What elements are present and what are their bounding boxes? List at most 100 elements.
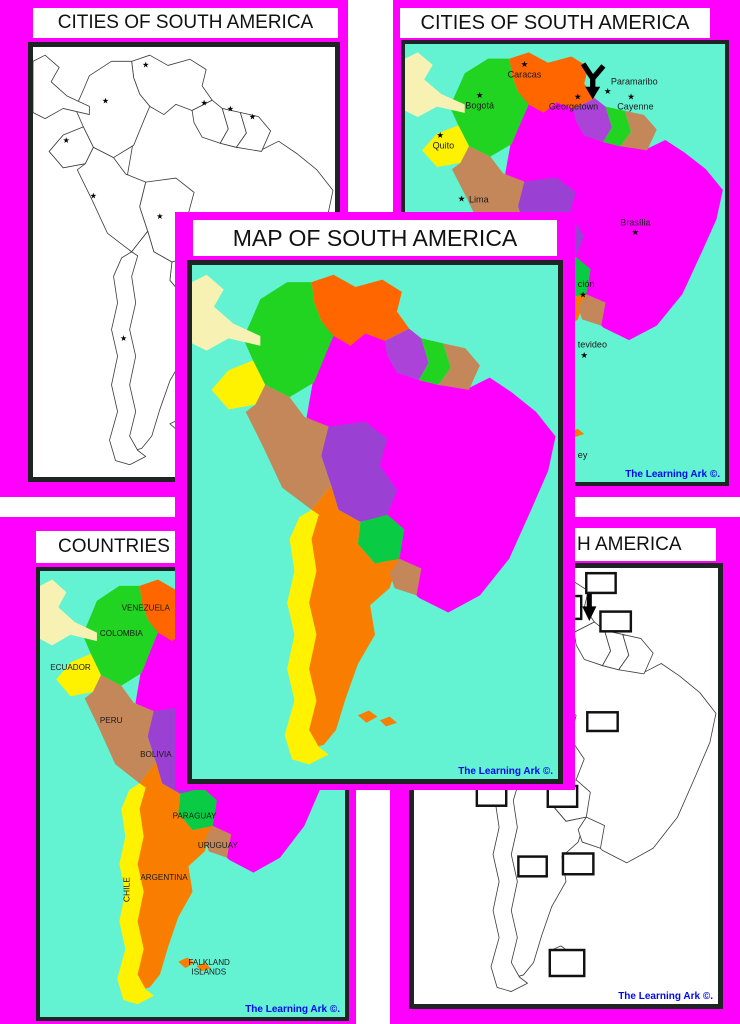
title-text: H AMERICA <box>577 533 682 555</box>
country-brazil <box>505 89 723 341</box>
country-ecuador <box>422 125 469 168</box>
city-label: Paramaribo <box>611 77 658 87</box>
card-title: CITIES OF SOUTH AMERICA <box>400 8 710 38</box>
country-label: BOLIVIA <box>140 749 172 759</box>
city-star-icon: ★ <box>436 130 444 140</box>
title-text: MAP OF SOUTH AMERICA <box>232 224 518 251</box>
country-paraguay <box>178 787 217 831</box>
city-star-icon: ★ <box>632 227 640 237</box>
country-colombia <box>243 282 334 398</box>
city-star-icon: ★ <box>63 135 70 145</box>
country-suriname <box>603 106 632 147</box>
title-text: COUNTRIES OF <box>58 536 202 557</box>
card-map-main: MAP OF SOUTH AMERICA The Learning Ark ©. <box>175 212 575 790</box>
country-chile <box>117 783 154 1005</box>
city-star-icon: ★ <box>201 97 208 107</box>
country-label: URUGUAY <box>198 840 238 850</box>
city-label: ey <box>578 450 588 460</box>
city-label: Lima <box>469 195 489 205</box>
empty-label-box <box>517 855 548 878</box>
empty-label-box <box>561 852 595 876</box>
city-label: Caracas <box>508 69 542 79</box>
country-colombia <box>82 585 158 686</box>
city-star-icon: ★ <box>142 59 149 69</box>
country-ecuador <box>211 360 266 410</box>
country-label: PARAGUAY <box>173 810 217 820</box>
empty-label-box <box>599 610 633 633</box>
country-falkland <box>357 710 378 723</box>
country-uruguay <box>577 294 606 326</box>
country-label: ECUADOR <box>50 662 91 672</box>
city-star-icon: ★ <box>90 190 97 200</box>
country-suriname <box>418 338 451 385</box>
country-argentina <box>129 762 213 992</box>
country-colombia <box>449 58 529 157</box>
map-main: The Learning Ark ©. <box>187 260 563 784</box>
country-label: ARGENTINA <box>140 872 188 882</box>
country-brazil <box>306 318 556 613</box>
country-chile <box>109 251 147 466</box>
card-title: CITIES OF SOUTH AMERICA <box>33 8 338 38</box>
country-bolivia <box>321 421 397 522</box>
country-venezuela <box>509 52 595 113</box>
credit-text: The Learning Ark ©. <box>618 991 713 1002</box>
city-star-icon: ★ <box>579 290 587 300</box>
city-star-icon: ★ <box>476 90 484 100</box>
title-text: CITIES OF SOUTH AMERICA <box>57 12 314 33</box>
country-label: FALKLAND <box>188 957 230 967</box>
city-star-icon: ★ <box>580 350 588 360</box>
card-title: MAP OF SOUTH AMERICA <box>193 220 557 256</box>
country-uruguay <box>204 825 232 858</box>
city-star-icon: ★ <box>249 112 256 122</box>
city-star-icon: ★ <box>574 91 582 101</box>
country-falkland <box>196 962 211 972</box>
country-label: CHILE <box>122 877 132 902</box>
country-centralamerica <box>33 54 90 120</box>
country-guyana <box>573 98 612 143</box>
country-frguiana <box>438 343 480 390</box>
city-label: Quito <box>433 140 455 150</box>
country-uruguay <box>389 558 422 596</box>
title-text: CITIES OF SOUTH AMERICA <box>420 11 690 34</box>
country-falkland <box>379 716 397 727</box>
city-star-icon: ★ <box>458 194 466 204</box>
country-frguiana <box>235 112 271 152</box>
credit-text: The Learning Ark ©. <box>625 469 720 480</box>
arrow-icon <box>582 606 597 621</box>
city-star-icon: ★ <box>102 95 109 105</box>
country-frguiana <box>618 634 654 675</box>
country-peru <box>245 384 332 510</box>
country-centralamerica <box>40 579 97 646</box>
country-chile <box>490 775 528 992</box>
city-star-icon: ★ <box>627 91 635 101</box>
country-label: PERU <box>100 715 123 725</box>
empty-label-box <box>586 711 619 733</box>
country-chile <box>284 509 329 765</box>
country-falkland <box>178 957 195 969</box>
city-star-icon: ★ <box>227 103 234 113</box>
city-label: Brasília <box>620 218 650 228</box>
country-label: VENEZUELA <box>122 602 171 612</box>
country-centralamerica <box>192 274 261 351</box>
city-star-icon: ★ <box>521 59 529 69</box>
city-label: Georgetown <box>549 102 598 112</box>
city-star-icon: ★ <box>604 86 612 96</box>
city-star-icon: ★ <box>156 211 163 221</box>
country-peru <box>84 675 156 784</box>
credit-text: The Learning Ark ©. <box>245 1004 340 1015</box>
city-label: tevideo <box>578 340 607 350</box>
city-label: Bogotá <box>465 101 494 111</box>
empty-label-box <box>585 571 617 595</box>
country-venezuela <box>311 274 410 346</box>
country-label: ISLANDS <box>191 966 226 976</box>
city-label: Cayenne <box>617 102 653 112</box>
credit-text: The Learning Ark ©. <box>458 766 553 777</box>
country-frguiana <box>620 110 657 151</box>
empty-label-box <box>548 948 586 978</box>
country-guyana <box>384 328 429 381</box>
country-argentina <box>299 485 400 750</box>
south-america-map <box>192 265 558 779</box>
country-centralamerica <box>405 52 465 117</box>
country-paraguay <box>357 514 405 564</box>
